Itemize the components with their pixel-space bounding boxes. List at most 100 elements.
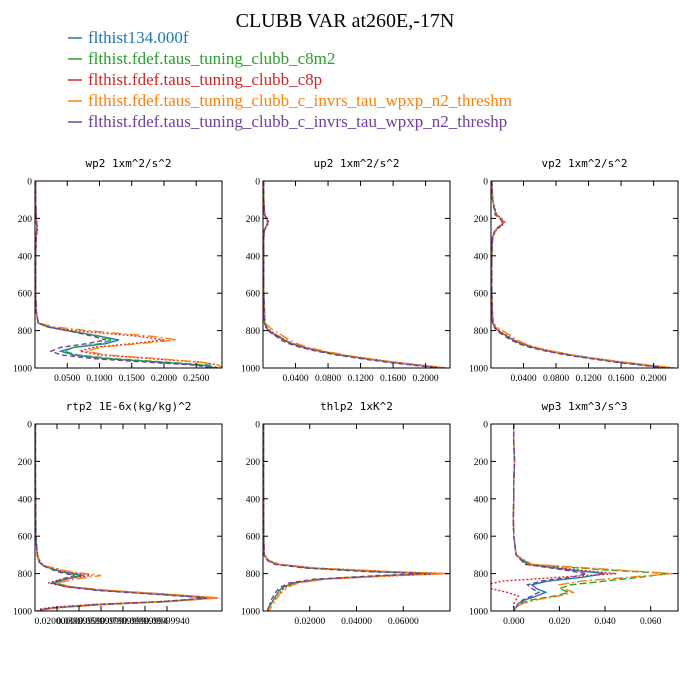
y-tick-label: 1000 — [469, 608, 488, 618]
series-line — [263, 181, 446, 368]
plot-frame — [34, 423, 223, 612]
y-tick-label: 200 — [18, 215, 33, 225]
legend: flthist134.000f flthist.fdef.taus_tuning_… — [68, 28, 512, 131]
y-tick-label: 400 — [246, 252, 261, 262]
legend-label: flthist.fdef.taus_tuning_clubb_c_invrs_t… — [88, 112, 507, 131]
y-tick-label: 400 — [246, 495, 261, 505]
panel-title: up2 1xm^2/s^2 — [313, 157, 399, 170]
y-tick-label: 800 — [246, 570, 261, 580]
y-tick-label: 600 — [18, 533, 33, 543]
series-line — [512, 424, 587, 611]
chart-panel: wp3 1xm^3/s^3 0 200 400 600 800 1000 0.000 0.020… — [469, 400, 679, 627]
legend-label: flthist.fdef.taus_tuning_clubb_c8p — [88, 70, 322, 89]
x-tick-label: 0.1200 — [348, 374, 374, 384]
y-tick-label: 0 — [255, 421, 260, 431]
y-tick-label: 0 — [483, 178, 488, 188]
series-line — [35, 181, 219, 368]
panel-title: wp2 1xm^2/s^2 — [85, 157, 171, 170]
panel-title: wp3 1xm^3/s^3 — [541, 400, 627, 413]
series-group — [491, 181, 674, 368]
y-tick-label: 1000 — [241, 365, 260, 375]
panel-title: rtp2 1E-6x(kg/kg)^2 — [66, 400, 192, 413]
x-tick-label: 0.2000 — [413, 374, 439, 384]
legend-label: flthist.fdef.taus_tuning_clubb_c8m2 — [88, 49, 335, 68]
panel-title: thlp2 1xK^2 — [320, 400, 393, 413]
panel-title: vp2 1xm^2/s^2 — [541, 157, 627, 170]
y-tick-label: 800 — [246, 327, 261, 337]
x-tick-label: 0.2000 — [641, 374, 667, 384]
y-tick-label: 200 — [474, 215, 489, 225]
y-tick-label: 400 — [474, 495, 489, 505]
series-line — [35, 424, 218, 611]
y-tick-label: 200 — [18, 458, 33, 468]
legend-label: flthist134.000f — [88, 28, 189, 47]
y-tick-label: 200 — [246, 215, 261, 225]
x-tick-label: 0.0400 — [510, 374, 536, 384]
legend-item: flthist134.000f — [68, 28, 189, 47]
chart-panel: up2 1xm^2/s^2 0 200 400 600 800 1000 0.0400 0.08… — [241, 157, 451, 384]
series-line — [35, 181, 222, 368]
x-tick-label: 0.2000 — [151, 374, 177, 384]
x-tick-label: 0.040 — [594, 617, 616, 627]
chart-panels: wp2 1xm^2/s^2 0 200 400 600 800 1000 0.0500 0.10… — [13, 157, 679, 627]
series-line — [35, 181, 210, 368]
x-tick-label: 0.060 — [640, 617, 662, 627]
series-line — [491, 424, 617, 611]
x-tick-label: 0.09999940 — [144, 617, 189, 627]
legend-item: flthist.fdef.taus_tuning_clubb_c_invrs_t… — [68, 91, 512, 110]
series-group — [491, 424, 674, 611]
x-tick-label: 0.0800 — [543, 374, 569, 384]
series-line — [491, 181, 666, 368]
y-tick-label: 1000 — [13, 365, 32, 375]
y-tick-label: 1000 — [13, 608, 32, 618]
y-tick-label: 0 — [483, 421, 488, 431]
series-line — [263, 181, 446, 368]
series-group — [35, 181, 222, 368]
x-tick-label: 0.07999999 — [100, 617, 145, 627]
series-group — [263, 181, 446, 368]
plot-frame — [34, 180, 223, 369]
series-line — [35, 181, 216, 368]
y-tick-label: 400 — [18, 495, 33, 505]
series-line — [35, 424, 216, 611]
x-tick-label: 0.1500 — [119, 374, 145, 384]
x-tick-label: 0.020 — [549, 617, 571, 627]
chart-panel: wp2 1xm^2/s^2 0 200 400 600 800 1000 0.0500 0.10… — [13, 157, 223, 384]
y-tick-label: 600 — [18, 290, 33, 300]
legend-item: flthist.fdef.taus_tuning_clubb_c8m2 — [68, 49, 335, 68]
series-line — [35, 181, 222, 368]
y-tick-label: 600 — [246, 533, 261, 543]
x-tick-label: 0.000 — [503, 617, 525, 627]
y-tick-label: 0 — [27, 421, 32, 431]
chart-panel: rtp2 1E-6x(kg/kg)^2 0 200 400 600 800 10000.02… — [13, 400, 223, 627]
plot-frame — [490, 180, 679, 369]
y-tick-label: 400 — [18, 252, 33, 262]
x-tick-label: 0.05999999 — [78, 617, 123, 627]
series-line — [35, 424, 220, 611]
y-tick-label: 800 — [18, 327, 33, 337]
y-tick-label: 0 — [27, 178, 32, 188]
series-line — [263, 181, 438, 368]
y-tick-label: 600 — [246, 290, 261, 300]
x-tick-label: 0.0800 — [315, 374, 341, 384]
y-tick-label: 1000 — [241, 608, 260, 618]
y-tick-label: 0 — [255, 178, 260, 188]
x-tick-label: 0.0500 — [54, 374, 80, 384]
x-tick-label: 0.1000 — [86, 374, 112, 384]
x-tick-label: 0.1200 — [576, 374, 602, 384]
plot-frame — [262, 180, 451, 369]
y-tick-label: 800 — [474, 570, 489, 580]
series-line — [491, 181, 674, 368]
series-line — [35, 424, 207, 611]
x-tick-label: 0.1600 — [608, 374, 634, 384]
x-tick-label: 0.06000 — [388, 617, 419, 627]
y-tick-label: 800 — [18, 570, 33, 580]
x-tick-label: 0.0400 — [282, 374, 308, 384]
y-tick-label: 600 — [474, 290, 489, 300]
legend-item: flthist.fdef.taus_tuning_clubb_c_invrs_t… — [68, 112, 507, 131]
x-tick-label: 0.09999994 — [122, 617, 167, 627]
y-tick-label: 400 — [474, 252, 489, 262]
series-line — [263, 424, 427, 611]
x-tick-label: 0.02000 — [294, 617, 325, 627]
